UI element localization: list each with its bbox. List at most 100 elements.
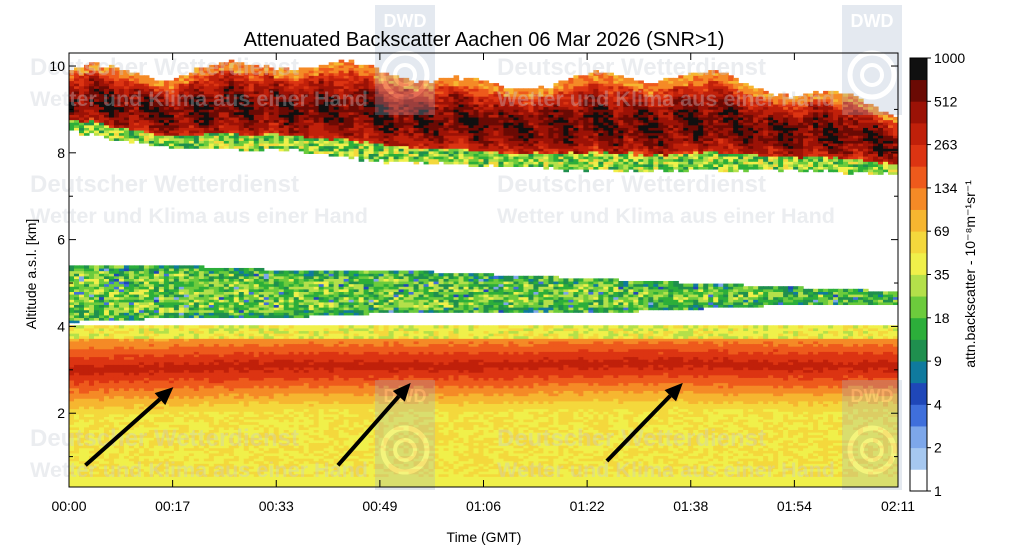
heatmap-cell xyxy=(108,83,115,87)
heatmap-cell xyxy=(118,77,125,82)
heatmap-cell xyxy=(203,325,210,329)
heatmap-cell xyxy=(83,280,90,285)
heatmap-cell xyxy=(93,346,100,350)
heatmap-cell xyxy=(113,109,120,113)
heatmap-cell xyxy=(123,445,130,449)
heatmap-cell xyxy=(103,361,110,365)
heatmap-cell xyxy=(128,101,135,105)
heatmap-cell xyxy=(103,364,110,368)
heatmap-cell xyxy=(103,135,110,139)
heatmap-cell xyxy=(128,471,135,475)
heatmap-cell xyxy=(163,325,170,329)
heatmap-cell xyxy=(128,317,135,321)
heatmap-cell xyxy=(118,301,125,306)
heatmap-cell xyxy=(73,437,80,441)
heatmap-cell xyxy=(118,465,125,470)
heatmap-cell xyxy=(73,463,80,467)
heatmap-cell xyxy=(88,390,95,394)
heatmap-cell xyxy=(113,361,120,365)
heatmap-cell xyxy=(113,390,120,394)
heatmap-cell xyxy=(69,366,75,371)
heatmap-cell xyxy=(123,98,130,102)
heatmap-cell xyxy=(103,413,110,417)
heatmap-cell xyxy=(198,265,205,269)
heatmap-cell xyxy=(118,135,125,139)
heatmap-cell xyxy=(93,416,100,420)
heatmap-cell xyxy=(98,359,105,363)
heatmap-cell xyxy=(113,356,120,360)
heatmap-cell xyxy=(73,452,80,457)
heatmap-cell xyxy=(123,437,130,441)
heatmap-cell xyxy=(78,77,85,82)
heatmap-cell xyxy=(128,270,135,274)
heatmap-cell xyxy=(93,403,100,407)
heatmap-cell xyxy=(98,304,105,308)
heatmap-cell xyxy=(93,387,100,391)
heatmap-cell xyxy=(108,90,115,95)
heatmap-cell xyxy=(103,387,110,391)
heatmap-cell xyxy=(113,455,120,459)
heatmap-cell xyxy=(103,377,110,381)
heatmap-cell xyxy=(83,478,90,483)
heatmap-cell xyxy=(93,119,100,123)
heatmap-cell xyxy=(93,473,100,477)
heatmap-cell xyxy=(88,291,95,295)
heatmap-cell xyxy=(103,333,110,337)
heatmap-cell xyxy=(78,413,85,417)
heatmap-cell xyxy=(98,124,105,128)
heatmap-cell xyxy=(83,275,90,279)
heatmap-cell xyxy=(83,327,90,332)
heatmap-cell xyxy=(69,296,75,300)
heatmap-cell xyxy=(133,471,140,475)
heatmap-cell xyxy=(118,83,125,87)
heatmap-cell xyxy=(69,364,75,368)
heatmap-cell xyxy=(98,387,105,391)
heatmap-cell xyxy=(98,127,105,131)
heatmap-cell xyxy=(108,455,115,459)
heatmap-cell xyxy=(88,335,95,339)
heatmap-cell xyxy=(88,116,95,121)
heatmap-cell xyxy=(103,325,110,329)
heatmap-cell xyxy=(83,77,90,82)
heatmap-cell xyxy=(98,288,105,292)
heatmap-cell xyxy=(93,122,100,126)
heatmap-cell xyxy=(108,385,115,389)
heatmap-cell xyxy=(88,374,95,378)
heatmap-cell xyxy=(73,304,80,308)
heatmap-cell xyxy=(113,338,120,342)
heatmap-cell xyxy=(113,286,120,290)
heatmap-cell xyxy=(128,411,135,415)
heatmap-cell xyxy=(93,90,100,95)
heatmap-cell xyxy=(128,395,135,399)
heatmap-cell xyxy=(113,299,120,303)
heatmap-cell xyxy=(113,340,120,345)
heatmap-cell xyxy=(103,299,110,303)
heatmap-cell xyxy=(113,343,120,347)
heatmap-cell xyxy=(73,75,80,79)
heatmap-cell xyxy=(113,385,120,389)
heatmap-cell xyxy=(113,265,120,269)
heatmap-cell xyxy=(113,471,120,475)
heatmap-cell xyxy=(113,382,120,386)
heatmap-cell xyxy=(118,348,125,352)
heatmap-cell xyxy=(83,132,90,136)
heatmap-cell xyxy=(128,387,135,391)
heatmap-cell xyxy=(118,468,125,472)
heatmap-cell xyxy=(73,286,80,290)
heatmap-cell xyxy=(123,465,130,470)
heatmap-cell xyxy=(69,72,75,76)
heatmap-cell xyxy=(93,426,100,431)
heatmap-cell xyxy=(69,304,75,308)
heatmap-cell xyxy=(83,450,90,454)
heatmap-cell xyxy=(118,122,125,126)
heatmap-cell xyxy=(118,278,125,282)
heatmap-cell xyxy=(78,278,85,282)
heatmap-cell xyxy=(123,333,130,337)
heatmap-cell xyxy=(93,301,100,306)
heatmap-cell xyxy=(113,478,120,483)
heatmap-cell xyxy=(108,374,115,378)
heatmap-cell xyxy=(73,312,80,316)
heatmap-cell xyxy=(69,278,75,282)
heatmap-cell xyxy=(113,460,120,464)
heatmap-cell xyxy=(133,463,140,467)
